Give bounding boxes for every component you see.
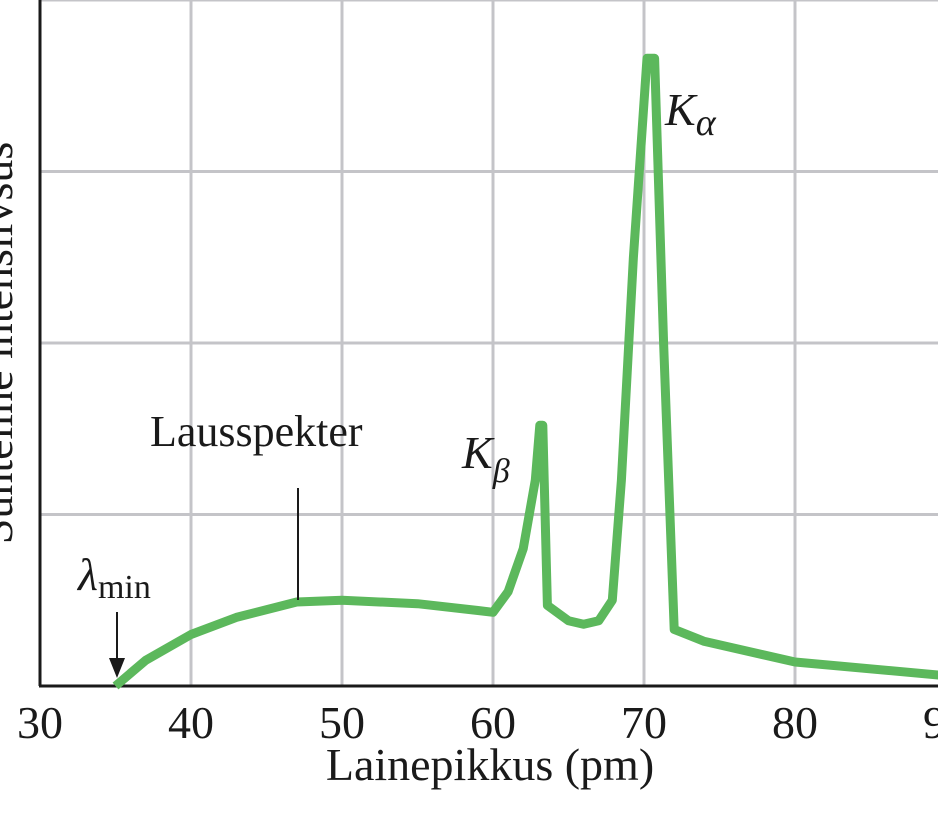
- x-axis-label: Lainepikkus (pm): [326, 739, 654, 790]
- x-tick-label: 40: [168, 697, 214, 748]
- x-tick-label: 60: [470, 697, 516, 748]
- lambda-min-arrowhead: [109, 658, 125, 678]
- x-tick-label: 50: [319, 697, 365, 748]
- x-tick-label: 70: [621, 697, 667, 748]
- grid: [40, 0, 938, 686]
- k-beta-label: Kβ: [461, 427, 510, 490]
- spectrum-line: [112, 53, 938, 690]
- x-tick-label: 30: [17, 697, 63, 748]
- k-alpha-label: Kα: [664, 84, 717, 144]
- lambda-min-label: λmin: [76, 549, 151, 606]
- x-tick-labels: 30 40 50 60 70 80 90: [17, 697, 938, 748]
- x-tick-label: 90: [923, 697, 938, 748]
- y-axis-label: Suhteline intensiivsus: [0, 142, 22, 545]
- x-tick-label: 80: [772, 697, 818, 748]
- continuous-spectrum-label: Lausspekter: [150, 407, 363, 456]
